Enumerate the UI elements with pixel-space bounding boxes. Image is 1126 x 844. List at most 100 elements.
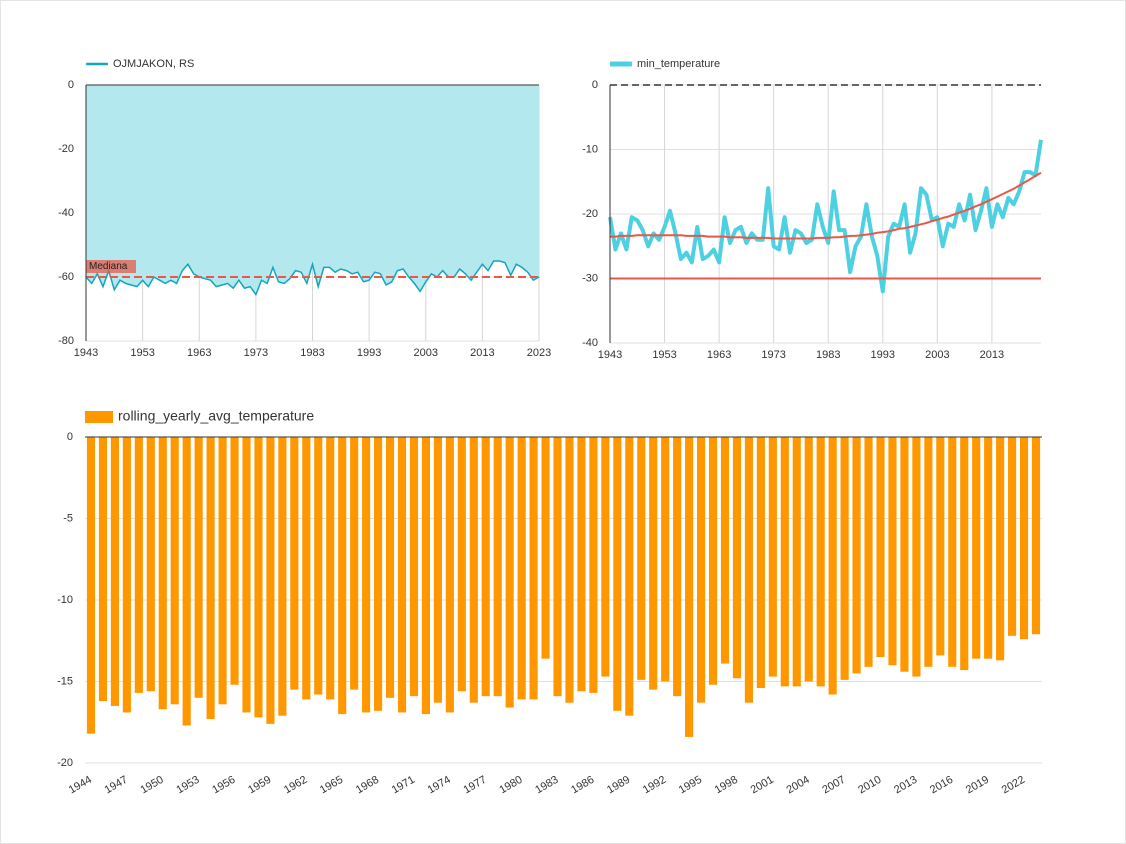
x-tick-label: 1943	[74, 347, 98, 359]
bar	[768, 437, 777, 677]
y-tick-label: -20	[582, 208, 598, 220]
legend-label: rolling_yearly_avg_temperature	[118, 408, 314, 424]
bar	[397, 437, 407, 713]
bar	[278, 437, 287, 716]
y-tick-label: -40	[582, 337, 598, 349]
bar	[708, 437, 718, 685]
bar	[86, 437, 96, 734]
x-tick-label: 1993	[357, 347, 381, 359]
bar	[852, 437, 861, 674]
y-tick-label: -20	[58, 143, 74, 155]
bar	[984, 437, 993, 659]
bar	[529, 437, 538, 700]
legend-swatch	[86, 62, 108, 66]
line	[608, 139, 1043, 294]
bar	[732, 437, 742, 679]
bar	[613, 437, 622, 711]
y-tick-label: -10	[57, 594, 73, 606]
bar	[900, 437, 909, 672]
x-tick-label: 1953	[130, 347, 154, 359]
legend-swatch	[85, 411, 113, 423]
bar	[182, 437, 191, 726]
bar	[888, 437, 897, 666]
bar	[625, 437, 634, 716]
legend-swatch	[610, 61, 632, 67]
reference-label: Mediana	[89, 261, 128, 272]
bar	[828, 437, 837, 695]
bar	[122, 437, 131, 713]
y-tick-label: 0	[68, 79, 74, 91]
bar	[649, 437, 658, 690]
bar	[673, 437, 682, 697]
y-tick-label: 0	[592, 79, 598, 91]
bar	[170, 437, 179, 705]
bar	[266, 437, 275, 724]
bar	[242, 437, 251, 713]
bar	[98, 437, 108, 702]
bar	[960, 437, 969, 671]
bar	[577, 437, 586, 692]
bar	[409, 437, 419, 697]
bar	[912, 437, 921, 677]
legend-label: OJMJAKON, RS	[113, 58, 194, 70]
bar	[876, 437, 885, 658]
bar	[362, 437, 371, 713]
bar	[697, 437, 706, 703]
bar	[421, 437, 430, 715]
x-tick-label: 1943	[598, 349, 622, 361]
y-tick-label: -15	[57, 675, 73, 687]
x-tick-label: 1983	[300, 347, 324, 359]
y-tick-label: -20	[57, 757, 73, 769]
area	[86, 85, 539, 295]
bar	[685, 437, 694, 737]
bar	[948, 437, 957, 667]
bar	[840, 437, 849, 680]
bar	[457, 437, 466, 692]
bar	[601, 437, 610, 677]
bar	[637, 437, 646, 680]
bar	[804, 437, 813, 682]
bar	[924, 437, 933, 667]
x-tick-label: 1963	[187, 347, 211, 359]
bar	[110, 437, 119, 706]
bar	[541, 437, 550, 659]
bar	[936, 437, 945, 656]
bar	[553, 437, 562, 697]
bar	[816, 437, 825, 687]
bar	[481, 437, 490, 697]
x-tick-label: 2003	[925, 349, 949, 361]
bar	[350, 437, 359, 690]
bar	[158, 437, 167, 710]
bar	[326, 437, 335, 700]
bar	[1008, 437, 1017, 636]
y-tick-label: -10	[582, 143, 598, 155]
bar	[720, 437, 730, 664]
bar	[744, 437, 753, 703]
x-tick-label: 1993	[871, 349, 895, 361]
y-tick-label: -60	[58, 271, 74, 283]
bar	[338, 437, 347, 715]
bar	[218, 437, 227, 705]
x-tick-label: 1973	[244, 347, 268, 359]
x-tick-label: 1973	[761, 349, 785, 361]
bar	[290, 437, 299, 690]
bar	[469, 437, 478, 703]
bar	[493, 437, 502, 697]
x-tick-label: 2023	[527, 347, 551, 359]
bar	[505, 437, 514, 708]
bar	[589, 437, 598, 693]
bar	[1019, 437, 1029, 640]
bar	[194, 437, 203, 698]
bar	[780, 437, 789, 687]
bar	[661, 437, 670, 682]
y-tick-label: -80	[58, 335, 74, 347]
legend-label: min_temperature	[637, 58, 720, 70]
x-tick-label: 1963	[707, 349, 731, 361]
bar	[565, 437, 574, 703]
bar	[254, 437, 263, 718]
y-tick-label: -30	[582, 272, 598, 284]
x-tick-label: 1983	[816, 349, 840, 361]
x-tick-label: 2013	[980, 349, 1004, 361]
bar	[134, 437, 143, 693]
